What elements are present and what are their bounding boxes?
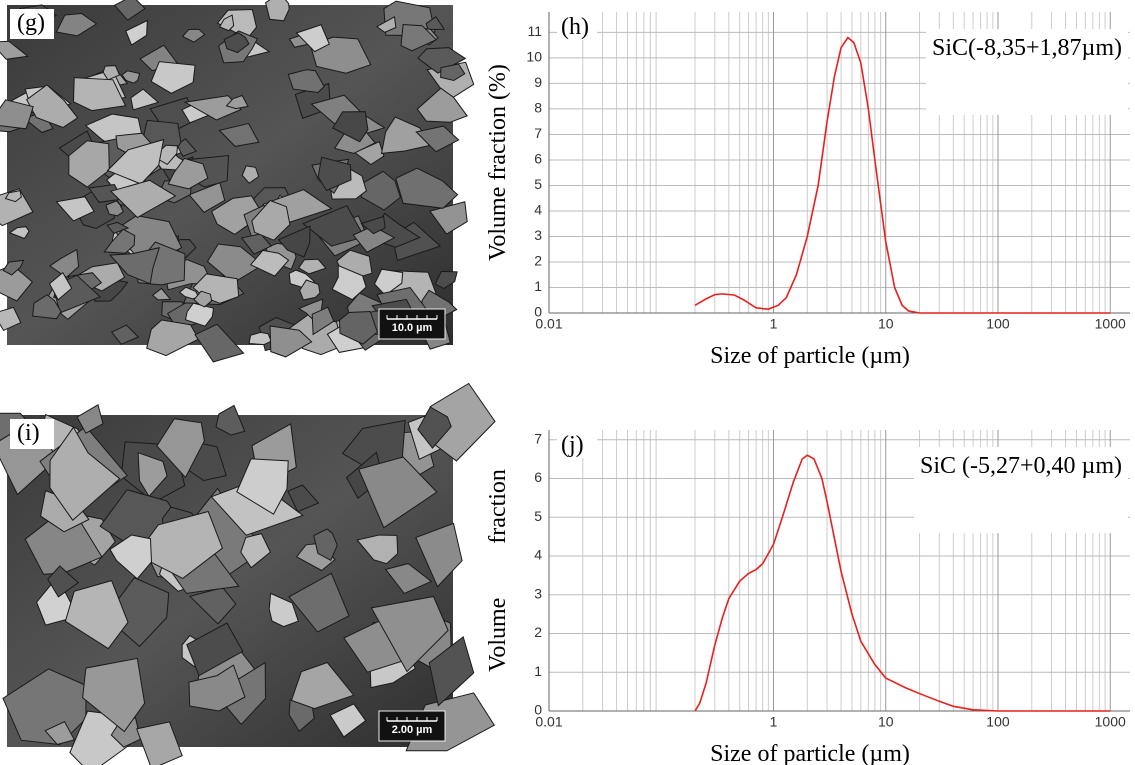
y-tick-label: 6 — [534, 469, 542, 485]
figure: (g)10.0 µm (i)2.00 µm 012345678910110.01… — [0, 0, 1135, 765]
y-tick-label: 11 — [527, 23, 542, 39]
annotation: SiC (-5,27+0,40 µm) — [920, 453, 1122, 479]
x-tick-label: 0.01 — [535, 714, 562, 730]
y-tick-label: 9 — [534, 74, 542, 90]
x-tick-label: 1 — [770, 714, 778, 730]
x-axis-label: Size of particle (µm) — [710, 343, 910, 369]
panel-label: (g) — [17, 10, 45, 36]
x-axis-label: Size of particle (µm) — [710, 741, 910, 765]
y-tick-label: 3 — [534, 585, 542, 601]
panel-label: (h) — [561, 14, 589, 40]
y-axis-label: Volume fraction — [485, 469, 511, 672]
sem-image: (g) 10.0 µm — [0, 0, 474, 362]
panel-label: (j) — [561, 432, 584, 458]
scale-bar-label: 10.0 µm — [392, 322, 433, 334]
y-tick-label: 10 — [526, 49, 542, 65]
x-tick-label: 1000 — [1095, 316, 1126, 332]
annotation: SiC(-8,35+1,87µm) — [932, 35, 1122, 61]
x-tick-label: 1 — [770, 316, 778, 332]
scale-bar-label: 2.00 µm — [392, 724, 433, 736]
y-tick-label: 4 — [534, 547, 542, 563]
y-tick-label: 8 — [534, 100, 542, 116]
y-tick-label: 1 — [534, 663, 542, 679]
x-tick-label: 0.01 — [535, 316, 562, 332]
x-tick-label: 1000 — [1095, 714, 1126, 730]
x-tick-label: 100 — [986, 316, 1010, 332]
x-tick-label: 10 — [878, 316, 894, 332]
y-tick-label: 4 — [534, 202, 542, 218]
panel-label: (i) — [17, 420, 40, 446]
y-tick-label: 2 — [534, 624, 542, 640]
particle — [266, 0, 290, 21]
y-tick-label: 5 — [534, 508, 542, 524]
y-tick-label: 1 — [534, 278, 542, 294]
y-tick-label: 7 — [534, 125, 542, 141]
y-axis-label: Volume fraction (%) — [485, 64, 511, 261]
sem-image: (i) 2.00 µm — [0, 384, 495, 765]
x-tick-label: 100 — [986, 714, 1010, 730]
y-tick-label: 7 — [534, 430, 542, 446]
y-tick-label: 5 — [534, 176, 542, 192]
y-tick-label: 3 — [534, 227, 542, 243]
y-tick-label: 6 — [534, 151, 542, 167]
x-tick-label: 10 — [878, 714, 894, 730]
y-tick-label: 2 — [534, 253, 542, 269]
